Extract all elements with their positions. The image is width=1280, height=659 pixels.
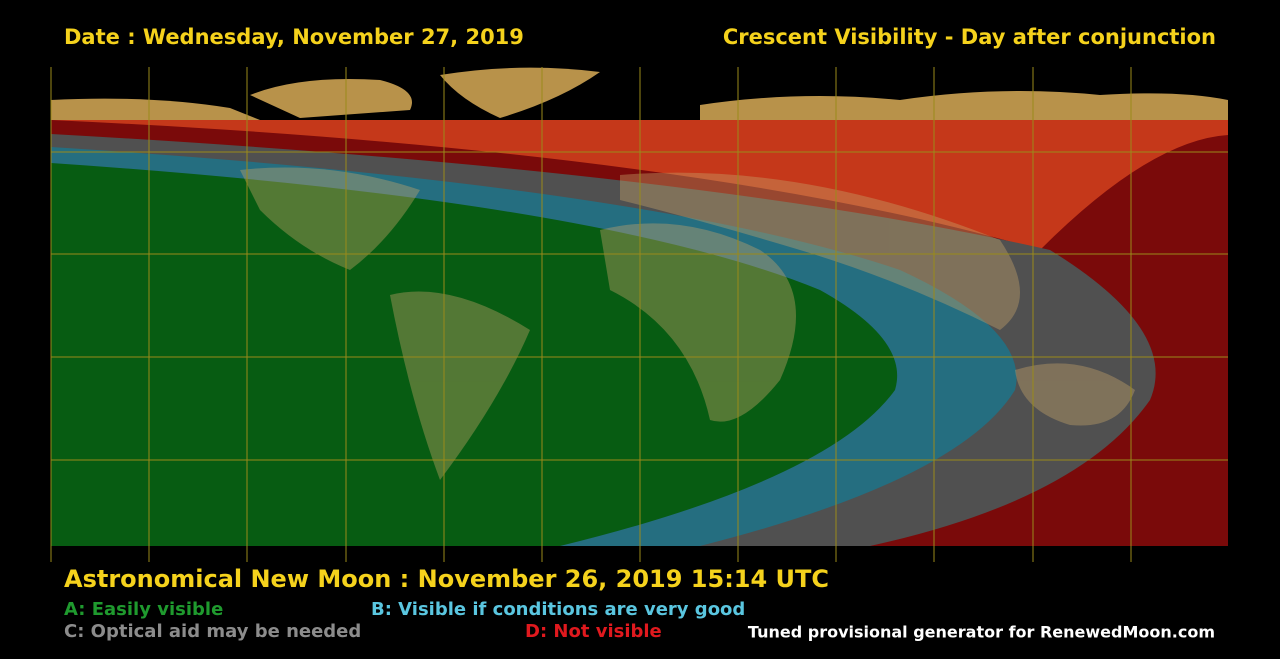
arctic-land — [51, 67, 1228, 120]
zone-a — [51, 163, 898, 546]
title: Crescent Visibility - Day after conjunct… — [723, 25, 1216, 49]
legend-d: D: Not visible — [525, 621, 662, 642]
legend-a: A: Easily visible — [64, 599, 223, 620]
new-moon: Astronomical New Moon : November 26, 201… — [64, 565, 829, 593]
graticule — [50, 67, 1228, 562]
legend-c: C: Optical aid may be needed — [64, 621, 361, 642]
legend-b: B: Visible if conditions are very good — [371, 599, 745, 620]
continents — [240, 167, 1135, 480]
date: Date : Wednesday, November 27, 2019 — [64, 25, 524, 49]
credit: Tuned provisional generator for RenewedM… — [748, 623, 1215, 642]
